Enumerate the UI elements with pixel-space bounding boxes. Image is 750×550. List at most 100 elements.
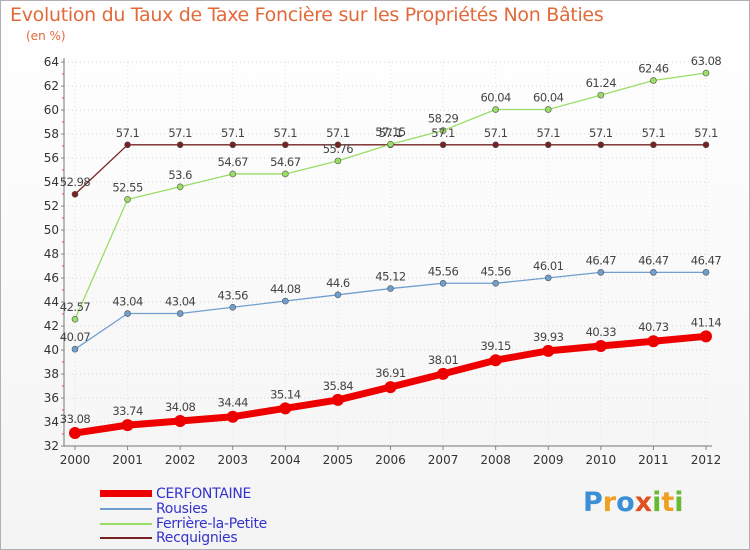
data-label-ferrie-re-la-petite: 60.04 <box>480 91 511 105</box>
data-label-cerfontaine: 39.93 <box>533 330 564 344</box>
data-point-cerfontaine <box>542 344 555 357</box>
data-point-recquignies <box>282 141 289 149</box>
data-label-cerfontaine: 35.84 <box>323 379 354 393</box>
data-label-ferrie-re-la-petite: 61.24 <box>586 76 617 90</box>
data-point-ferrie-re-la-petite <box>650 77 657 84</box>
y-tick-label: 36 <box>44 391 59 405</box>
data-label-ferrie-re-la-petite: 60.04 <box>533 91 564 105</box>
logo-letter: r <box>602 487 617 518</box>
data-label-recquignies: 57.1 <box>694 126 718 140</box>
data-point-rousies <box>650 269 657 276</box>
logo-letter: x <box>634 487 653 518</box>
data-label-recquignies: 57.1 <box>484 126 508 140</box>
x-tick-label: 2004 <box>270 453 301 467</box>
legend-item: Recquignies <box>100 529 238 546</box>
data-label-cerfontaine: 34.08 <box>165 400 196 414</box>
logo-letter: P <box>583 487 603 518</box>
data-point-rousies <box>176 310 184 317</box>
data-label-ferrie-re-la-petite: 54.67 <box>218 155 249 169</box>
data-point-recquignies <box>229 141 237 149</box>
data-label-rousies: 43.04 <box>112 295 143 309</box>
data-point-rousies <box>124 310 131 317</box>
y-tick-label: 62 <box>44 79 59 93</box>
legend-swatch <box>100 536 152 539</box>
y-tick-label: 64 <box>44 55 59 69</box>
data-point-cerfontaine <box>121 419 134 432</box>
data-label-rousies: 46.47 <box>691 253 722 267</box>
legend-swatch <box>100 490 152 497</box>
x-tick-label: 2010 <box>586 453 617 467</box>
data-point-ferrie-re-la-petite <box>282 170 289 178</box>
data-point-recquignies <box>71 190 79 198</box>
y-tick-label: 34 <box>44 415 59 429</box>
y-tick-label: 38 <box>44 367 59 381</box>
x-tick-label: 2012 <box>691 453 722 467</box>
data-point-ferrie-re-la-petite <box>334 157 342 165</box>
x-tick-label: 2001 <box>112 453 143 467</box>
data-label-cerfontaine: 33.74 <box>112 404 143 418</box>
data-label-cerfontaine: 38.01 <box>428 353 459 367</box>
data-label-recquignies: 57.1 <box>431 126 455 140</box>
data-label-cerfontaine: 36.91 <box>375 366 406 380</box>
data-point-cerfontaine <box>226 410 239 423</box>
x-tick-label: 2006 <box>375 453 406 467</box>
data-point-ferrie-re-la-petite <box>387 140 394 148</box>
data-label-recquignies: 57.1 <box>326 126 350 140</box>
data-point-recquignies <box>702 141 710 149</box>
data-point-cerfontaine <box>647 335 660 348</box>
legend-label: CERFONTAINE <box>156 485 252 502</box>
data-label-rousies: 46.47 <box>586 253 617 267</box>
data-point-ferrie-re-la-petite <box>124 196 131 203</box>
data-point-recquignies <box>544 141 552 149</box>
data-point-recquignies <box>650 141 657 149</box>
legend-swatch <box>100 522 152 525</box>
x-tick-label: 2008 <box>480 453 511 467</box>
x-tick-label: 2007 <box>428 453 459 467</box>
proxiti-logo: Proxiti <box>583 487 684 518</box>
data-point-cerfontaine <box>700 330 712 343</box>
y-tick-label: 40 <box>44 343 59 357</box>
data-point-ferrie-re-la-petite <box>229 170 237 178</box>
data-point-recquignies <box>597 141 605 149</box>
y-tick-label: 60 <box>44 103 59 117</box>
data-point-rousies <box>702 269 710 276</box>
data-point-cerfontaine <box>489 354 502 367</box>
data-point-recquignies <box>439 141 447 149</box>
data-label-rousies: 43.04 <box>165 295 196 309</box>
y-tick-label: 42 <box>44 319 59 333</box>
data-point-ferrie-re-la-petite <box>702 69 710 77</box>
y-tick-label: 50 <box>44 223 59 237</box>
data-point-ferrie-re-la-petite <box>439 127 447 134</box>
data-label-ferrie-re-la-petite: 55.76 <box>323 142 354 156</box>
x-tick-label: 2003 <box>217 453 248 467</box>
data-label-ferrie-re-la-petite: 57.15 <box>375 125 406 139</box>
data-label-recquignies: 57.1 <box>589 126 613 140</box>
y-tick-label: 44 <box>44 295 59 309</box>
data-point-cerfontaine <box>384 381 397 394</box>
data-label-recquignies: 57.1 <box>379 126 403 140</box>
data-point-cerfontaine <box>69 427 81 440</box>
data-point-cerfontaine <box>174 415 187 428</box>
y-axis-unit-label: (en %) <box>26 29 66 43</box>
data-label-recquignies: 52.98 <box>60 175 91 189</box>
data-point-ferrie-re-la-petite <box>544 106 552 113</box>
x-tick-label: 2000 <box>60 453 91 467</box>
legend-label: Recquignies <box>156 529 238 546</box>
data-label-cerfontaine: 34.44 <box>218 396 249 410</box>
logo-letter: o <box>616 487 635 518</box>
chart-title: Evolution du Taux de Taxe Foncière sur l… <box>10 4 604 26</box>
data-point-rousies <box>71 345 79 353</box>
data-point-rousies <box>544 274 552 282</box>
y-tick-label: 48 <box>44 247 59 261</box>
x-tick-label: 2011 <box>638 453 669 467</box>
data-label-ferrie-re-la-petite: 52.55 <box>112 180 143 194</box>
data-label-ferrie-re-la-petite: 63.08 <box>691 54 722 68</box>
x-tick-label: 2009 <box>533 453 564 467</box>
y-tick-label: 52 <box>44 199 59 213</box>
data-point-cerfontaine <box>279 402 292 415</box>
data-label-recquignies: 57.1 <box>168 126 192 140</box>
data-point-recquignies <box>492 141 499 149</box>
data-label-cerfontaine: 35.14 <box>270 387 301 401</box>
